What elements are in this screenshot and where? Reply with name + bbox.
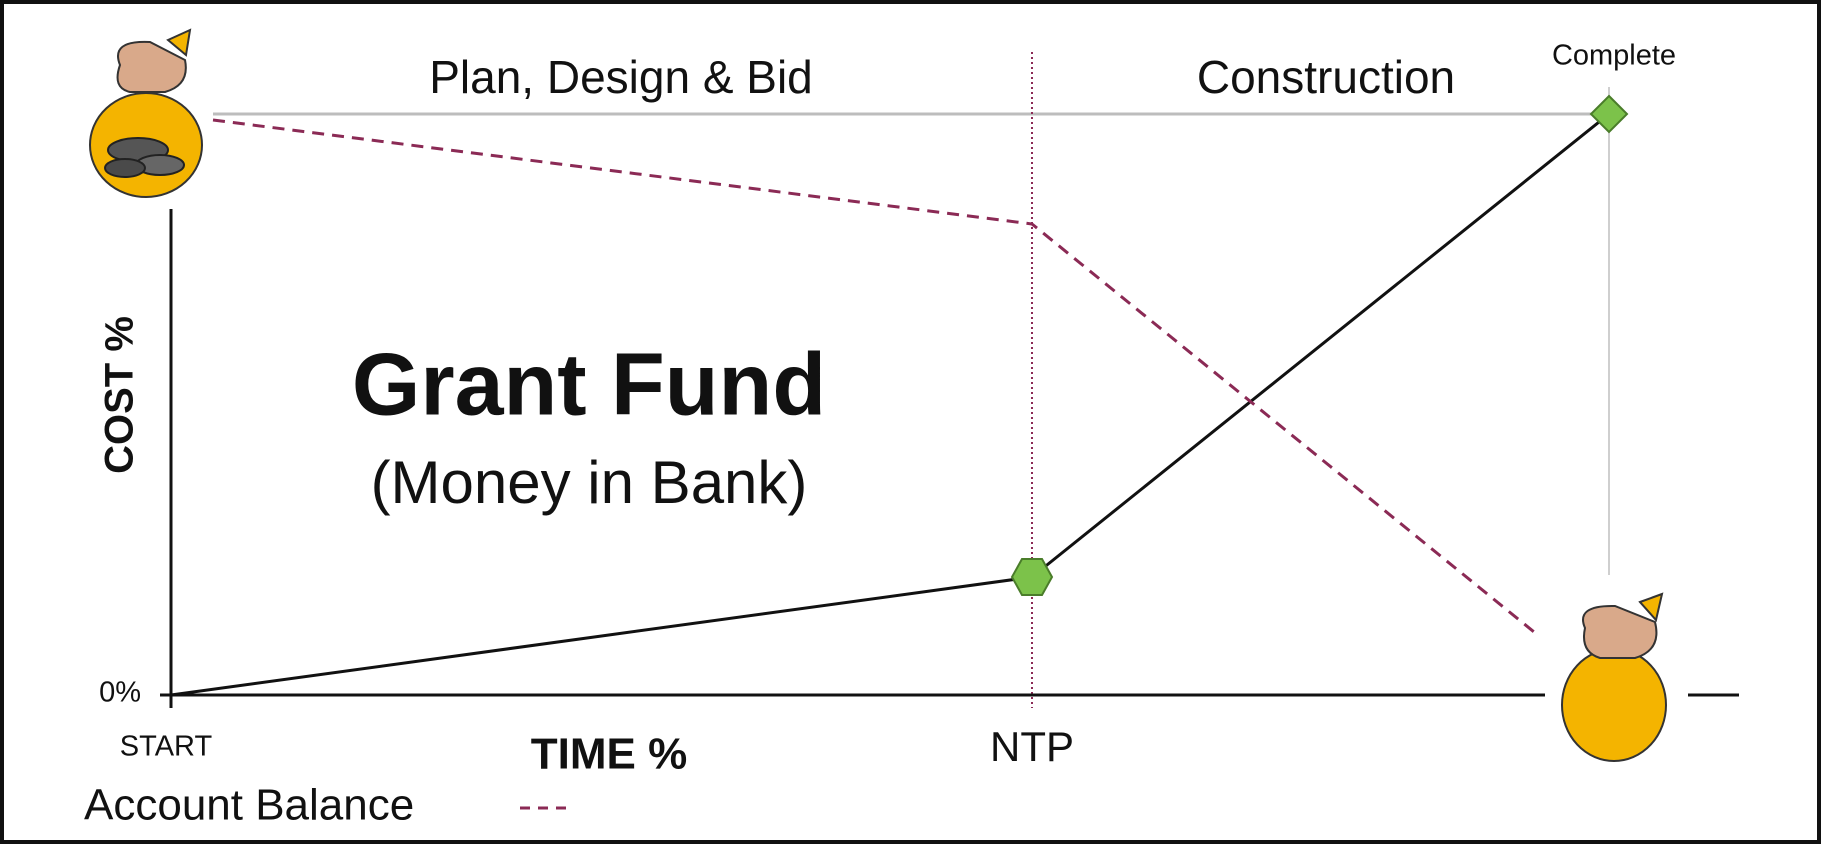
center-subtitle: (Money in Bank) [371,449,808,516]
ntp-marker [1012,559,1052,595]
x-start-label: START [120,731,213,763]
y-axis-label: COST % [98,316,142,474]
phase-label: Plan, Design & Bid [429,51,813,103]
milestone-label: Complete [1552,40,1676,72]
center-title: Grant Fund [352,334,826,433]
x-axis-label: TIME % [531,730,687,779]
x-milestone-label: NTP [990,723,1074,770]
page: {"header": {"phase_left": "Plan, Design … [0,0,1821,844]
y-origin-label: 0% [99,677,141,709]
diagram: Plan, Design & Bid Construction Complete… [0,0,1821,844]
legend-label: Account Balance [84,781,414,830]
phase-label: Construction [1197,51,1455,103]
